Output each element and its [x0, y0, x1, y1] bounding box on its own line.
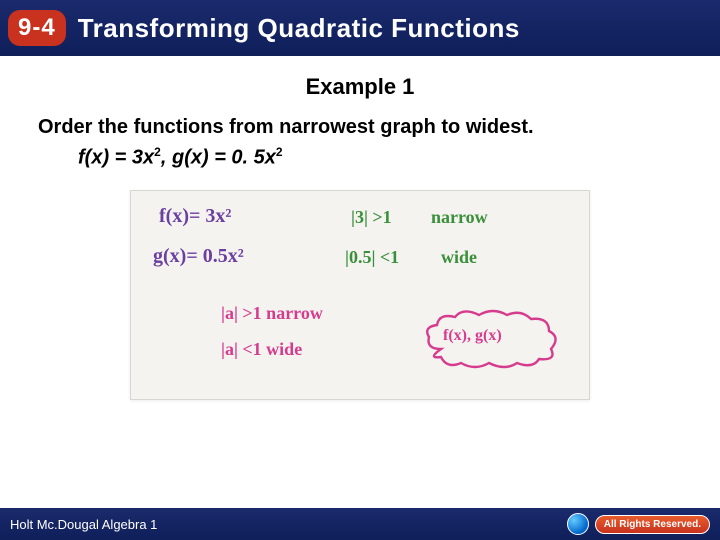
rights-text: All Rights Reserved. — [595, 515, 710, 534]
problem-equations: f(x) = 3x2, g(x) = 0. 5x2 — [0, 141, 720, 170]
footer-bar: Holt Mc.Dougal Algebra 1 All Rights Rese… — [0, 508, 720, 540]
section-number-badge: 9-4 — [8, 10, 66, 46]
rights-badge: All Rights Reserved. — [567, 513, 710, 535]
hand-rule2: |a| <1 wide — [221, 339, 302, 360]
hand-g-word: wide — [441, 247, 477, 268]
eq-f-exp: 2 — [154, 145, 161, 159]
example-label: Example 1 — [0, 74, 720, 100]
handwritten-work-area: f(x)= 3x² g(x)= 0.5x² |3| >1 narrow |0.5… — [130, 190, 590, 400]
hand-g-eq: g(x)= 0.5x² — [153, 245, 244, 268]
eq-g-x: x — [265, 147, 276, 169]
eq-g-mid: (x) = 0. 5 — [184, 147, 265, 169]
answer-text: f(x), g(x) — [443, 327, 502, 345]
eq-g-lhs: , g — [161, 147, 184, 169]
eq-g-exp: 2 — [276, 145, 283, 159]
footer-publisher: Holt Mc.Dougal Algebra 1 — [10, 517, 157, 532]
globe-icon — [567, 513, 589, 535]
hand-rule1: |a| >1 narrow — [221, 303, 323, 324]
header-bar: 9-4 Transforming Quadratic Functions — [0, 0, 720, 56]
hand-f-mag: |3| >1 — [351, 207, 392, 228]
hand-f-word: narrow — [431, 207, 488, 228]
eq-f-mid: (x) = 3 — [85, 147, 143, 169]
answer-cloud: f(x), g(x) — [421, 309, 561, 369]
eq-f-lhs: f — [78, 147, 85, 169]
hand-g-mag: |0.5| <1 — [345, 247, 399, 268]
eq-f-x: x — [143, 147, 154, 169]
header-title: Transforming Quadratic Functions — [78, 13, 520, 44]
hand-f-eq: f(x)= 3x² — [159, 205, 231, 228]
problem-prompt: Order the functions from narrowest graph… — [0, 114, 720, 141]
